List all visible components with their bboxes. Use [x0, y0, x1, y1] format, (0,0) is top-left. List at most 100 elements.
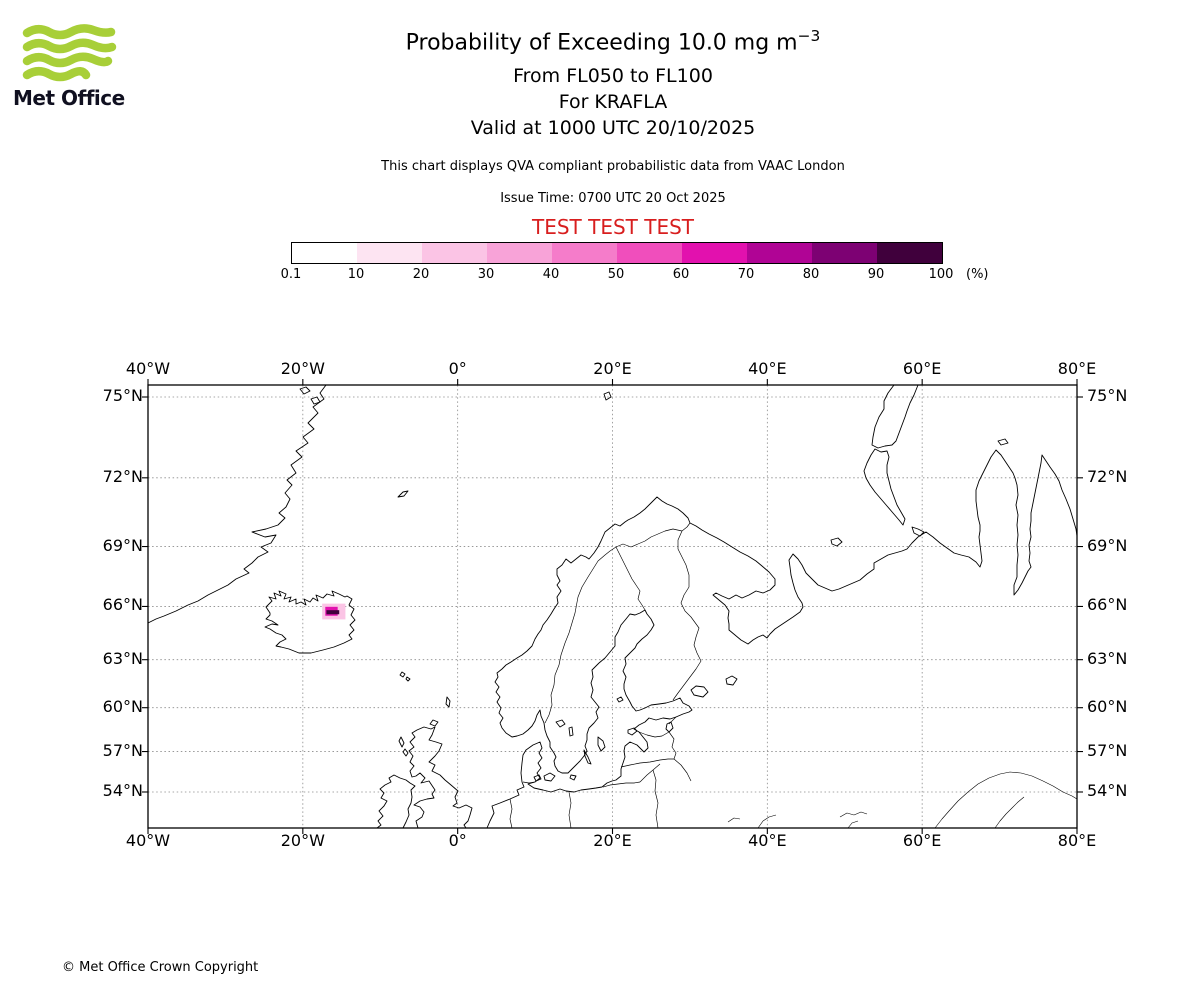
- lon-label-bottom: 20°E: [593, 831, 632, 850]
- border-kaliningrad-poland: [602, 781, 641, 788]
- border-germany-poland: [568, 791, 572, 829]
- coastline-ireland: [376, 774, 416, 829]
- lon-label-bottom: 0°: [448, 831, 467, 850]
- lat-label-right: 57°N: [1087, 740, 1128, 760]
- coastline-greenland: [147, 384, 327, 624]
- lat-label-left: 75°N: [102, 386, 143, 405]
- border-germany-denmark: [522, 781, 536, 784]
- river-irtysh: [994, 796, 1025, 829]
- lat-label-left: 57°N: [102, 740, 143, 760]
- border-sweden-finland: [615, 546, 646, 611]
- coastline-great-britain: [408, 726, 473, 829]
- logo-waves-icon: [22, 24, 117, 82]
- colorbar: [291, 242, 943, 264]
- gridlines: [147, 385, 1078, 828]
- lat-label-left: 54°N: [102, 780, 143, 800]
- river-volga: [839, 811, 868, 818]
- lake-vattern: [568, 726, 574, 737]
- met-office-wordmark: Met Office: [13, 86, 125, 110]
- lon-label-top: 20°E: [593, 359, 632, 378]
- coastline-gotland: [597, 736, 606, 752]
- river-dnieper: [727, 817, 741, 823]
- coastline-bornholm: [569, 774, 577, 781]
- coastline-aland: [616, 696, 624, 703]
- lon-label-top: 20°W: [280, 359, 325, 378]
- flight-level-line: From FL050 to FL100: [513, 65, 713, 87]
- axis-ticks: [142, 379, 1083, 834]
- map: 40°W 40°W 20°W 20°W 0° 0° 20°E 20°E 40°E 40°E 60°E…: [103, 360, 1128, 850]
- coastline-iceland: [264, 590, 356, 654]
- country-borders: [509, 522, 702, 829]
- lat-label-left: 72°N: [102, 466, 143, 486]
- border-estonia-russia: [668, 716, 677, 725]
- volcano-line: For KRAFLA: [558, 91, 668, 113]
- colorbar-tick-label: 20: [412, 267, 430, 282]
- lon-label-top: 40°E: [748, 359, 787, 378]
- coastline-greenland-islet: [299, 386, 311, 395]
- colorbar-segment: [487, 243, 552, 263]
- border-netherlands-germany: [509, 798, 513, 829]
- colorbar-segment: [552, 243, 617, 263]
- lat-label-right: 63°N: [1087, 648, 1128, 668]
- border-latvia-lithuania: [620, 758, 674, 768]
- test-banner: TEST TEST TEST: [531, 215, 694, 239]
- colorbar-tick-label: 70: [737, 267, 755, 282]
- colorbar-segment: [877, 243, 942, 263]
- lat-label-right: 75°N: [1087, 386, 1128, 405]
- lake-vanern: [555, 719, 566, 728]
- map-frame: [147, 384, 1078, 829]
- coastline-hebrides: [398, 736, 405, 748]
- lat-label-left: 60°N: [102, 696, 143, 716]
- coastline-shetland: [445, 696, 451, 708]
- lon-label-bottom: 40°E: [748, 831, 787, 850]
- coastline-zealand: [543, 772, 556, 782]
- coastline-faroes: [399, 671, 406, 678]
- river-ob: [934, 771, 1078, 829]
- met-office-logo: [22, 24, 117, 82]
- coastline-oland: [583, 749, 592, 765]
- coastline-faroes: [405, 676, 411, 682]
- coastline-novaya-zemlya-south: [863, 448, 906, 526]
- coastline-greenland-islet: [310, 396, 321, 405]
- border-norway-russia: [681, 522, 691, 532]
- coastline-saaremaa: [627, 727, 638, 736]
- coastline-hebrides: [402, 748, 409, 757]
- probability-cell: [326, 610, 340, 615]
- lat-label-right: 66°N: [1087, 595, 1128, 615]
- coastline-continental-europe: [486, 449, 1078, 829]
- colorbar-tick-label: 90: [867, 267, 885, 282]
- coastline-kolguyev: [830, 537, 843, 547]
- colorbar-tick-label: 100: [928, 267, 954, 282]
- colorbar-segment: [292, 243, 357, 263]
- lon-label-top: 0°: [448, 359, 467, 378]
- lake-ladoga: [690, 685, 709, 698]
- title-text: Probability of Exceeding 10.0 mg m: [405, 30, 798, 56]
- coastline-novaya-zemlya-north: [871, 384, 919, 449]
- colorbar-segment: [357, 243, 422, 263]
- coastline-orkney: [429, 719, 439, 727]
- border-finland-russia: [672, 530, 702, 701]
- river-don: [757, 814, 777, 829]
- map-canvas: [142, 379, 1083, 834]
- border-norway-finland: [615, 528, 683, 548]
- lon-label-bottom: 40°W: [125, 831, 171, 850]
- lat-label-right: 69°N: [1087, 535, 1128, 555]
- coastlines: [147, 384, 1078, 829]
- colorbar-segment: [617, 243, 682, 263]
- lat-label-left: 66°N: [102, 595, 143, 615]
- lake-onega: [725, 675, 738, 686]
- title-exponent: −3: [797, 27, 821, 45]
- coastline-funen: [533, 774, 542, 782]
- coastline-bear-island: [603, 391, 612, 401]
- lon-label-top: 40°W: [125, 359, 171, 378]
- coastline-beliy-island: [997, 438, 1009, 446]
- issue-time: Issue Time: 0700 UTC 20 Oct 2025: [500, 191, 726, 206]
- border-lithuania-belarus: [639, 763, 661, 783]
- probability-area: [322, 603, 346, 620]
- lon-label-top: 80°E: [1057, 359, 1097, 378]
- coastline-vaygach: [911, 526, 925, 537]
- border-norway-sweden: [544, 546, 617, 724]
- colorbar-tick-label: 40: [542, 267, 560, 282]
- page-title: Probability of Exceeding 10.0 mg m−3: [13, 27, 1200, 55]
